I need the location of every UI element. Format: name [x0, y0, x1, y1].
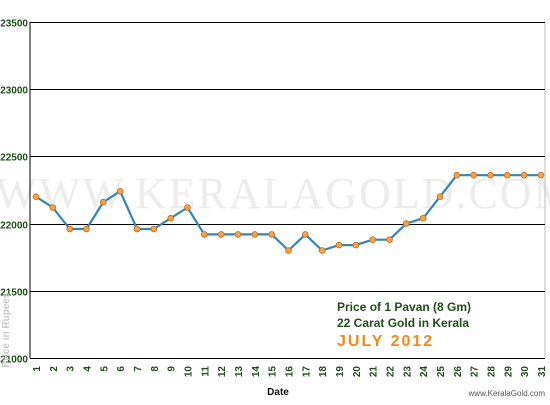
source-credit: www.KeralaGold.com	[468, 389, 546, 398]
data-point-10	[184, 204, 191, 211]
data-point-27	[470, 171, 478, 179]
price-points	[32, 171, 545, 254]
data-point-7	[133, 225, 141, 233]
y-tick-label-23000: 23000	[0, 86, 28, 97]
grid-lines	[29, 22, 546, 359]
data-point-26	[453, 171, 461, 179]
data-point-25	[436, 193, 444, 201]
x-axis-label: Date	[267, 387, 289, 398]
y-axis-ticks: 21000 21500 22000 22500 23000 23500	[0, 19, 28, 366]
y-tick-label-21500: 21500	[0, 288, 28, 299]
data-point-21	[369, 236, 377, 244]
annotation-carat: 22 Carat Gold in Kerala	[337, 316, 469, 330]
data-point-23	[402, 220, 410, 227]
data-point-2	[49, 204, 57, 211]
x-tick-label-27: 27	[470, 366, 481, 378]
x-tick-label-10: 10	[184, 366, 195, 378]
x-tick-label-24: 24	[419, 366, 430, 378]
data-point-30	[520, 171, 528, 179]
data-point-15	[268, 231, 276, 238]
x-tick-label-19: 19	[335, 366, 346, 378]
x-tick-label-20: 20	[352, 366, 363, 378]
data-point-24	[419, 214, 427, 222]
data-point-18	[318, 247, 326, 254]
data-point-28	[487, 171, 494, 179]
data-point-4	[83, 225, 90, 233]
x-tick-label-3: 3	[66, 366, 77, 372]
data-point-6	[116, 188, 124, 195]
x-tick-label-25: 25	[436, 366, 447, 378]
x-tick-label-21: 21	[369, 366, 380, 378]
data-point-11	[201, 231, 208, 238]
x-tick-label-22: 22	[386, 366, 397, 378]
y-tick-label-21000: 21000	[0, 355, 28, 366]
data-point-22	[386, 236, 393, 244]
data-point-31	[537, 171, 545, 179]
x-tick-label-4: 4	[83, 366, 94, 372]
y-tick-label-23500: 23500	[0, 19, 28, 30]
x-tick-label-13: 13	[234, 366, 245, 378]
data-point-9	[167, 214, 175, 222]
y-axis-label: Price in Rupees	[1, 292, 12, 367]
x-tick-label-16: 16	[285, 366, 296, 378]
x-tick-label-2: 2	[49, 366, 60, 372]
x-tick-label-7: 7	[133, 366, 144, 372]
x-tick-label-14: 14	[251, 366, 262, 378]
data-point-17	[301, 231, 309, 238]
data-point-14	[251, 231, 259, 238]
x-tick-label-18: 18	[318, 366, 329, 378]
x-axis-ticks: 1 2 3 4 5 6 7 8 9 10 11 12 13 14 15 16 17 18 19 20 21 22 23 24 2…	[32, 366, 548, 378]
data-point-29	[503, 171, 511, 179]
data-point-13	[234, 231, 242, 238]
x-tick-label-11: 11	[200, 366, 211, 377]
data-point-20	[352, 241, 360, 249]
x-tick-label-12: 12	[217, 366, 228, 378]
y-tick-label-22500: 22500	[0, 153, 28, 164]
x-tick-label-30: 30	[520, 366, 531, 378]
x-tick-label-6: 6	[116, 366, 127, 372]
watermark: WWW.KERALAGOLD.COM	[0, 169, 550, 218]
x-tick-label-5: 5	[99, 366, 110, 372]
data-point-16	[285, 247, 292, 254]
x-tick-label-26: 26	[453, 366, 464, 378]
x-tick-label-23: 23	[402, 366, 413, 378]
data-point-12	[217, 231, 225, 238]
x-tick-label-31: 31	[537, 366, 548, 378]
x-tick-label-15: 15	[268, 366, 279, 378]
x-tick-label-8: 8	[150, 366, 161, 372]
data-point-19	[335, 241, 343, 249]
x-tick-label-9: 9	[167, 366, 178, 372]
data-point-5	[100, 198, 107, 206]
x-tick-label-28: 28	[487, 366, 498, 378]
x-tick-label-17: 17	[301, 366, 312, 378]
y-tick-label-22000: 22000	[0, 221, 28, 232]
data-point-8	[150, 225, 158, 233]
annotation-month: JULY 2012	[337, 333, 434, 350]
x-tick-label-1: 1	[32, 366, 43, 372]
x-tick-label-29: 29	[503, 366, 514, 378]
data-point-1	[32, 193, 40, 201]
annotation-price-unit: Price of 1 Pavan (8 Gm)	[337, 300, 471, 314]
data-point-3	[66, 225, 73, 233]
